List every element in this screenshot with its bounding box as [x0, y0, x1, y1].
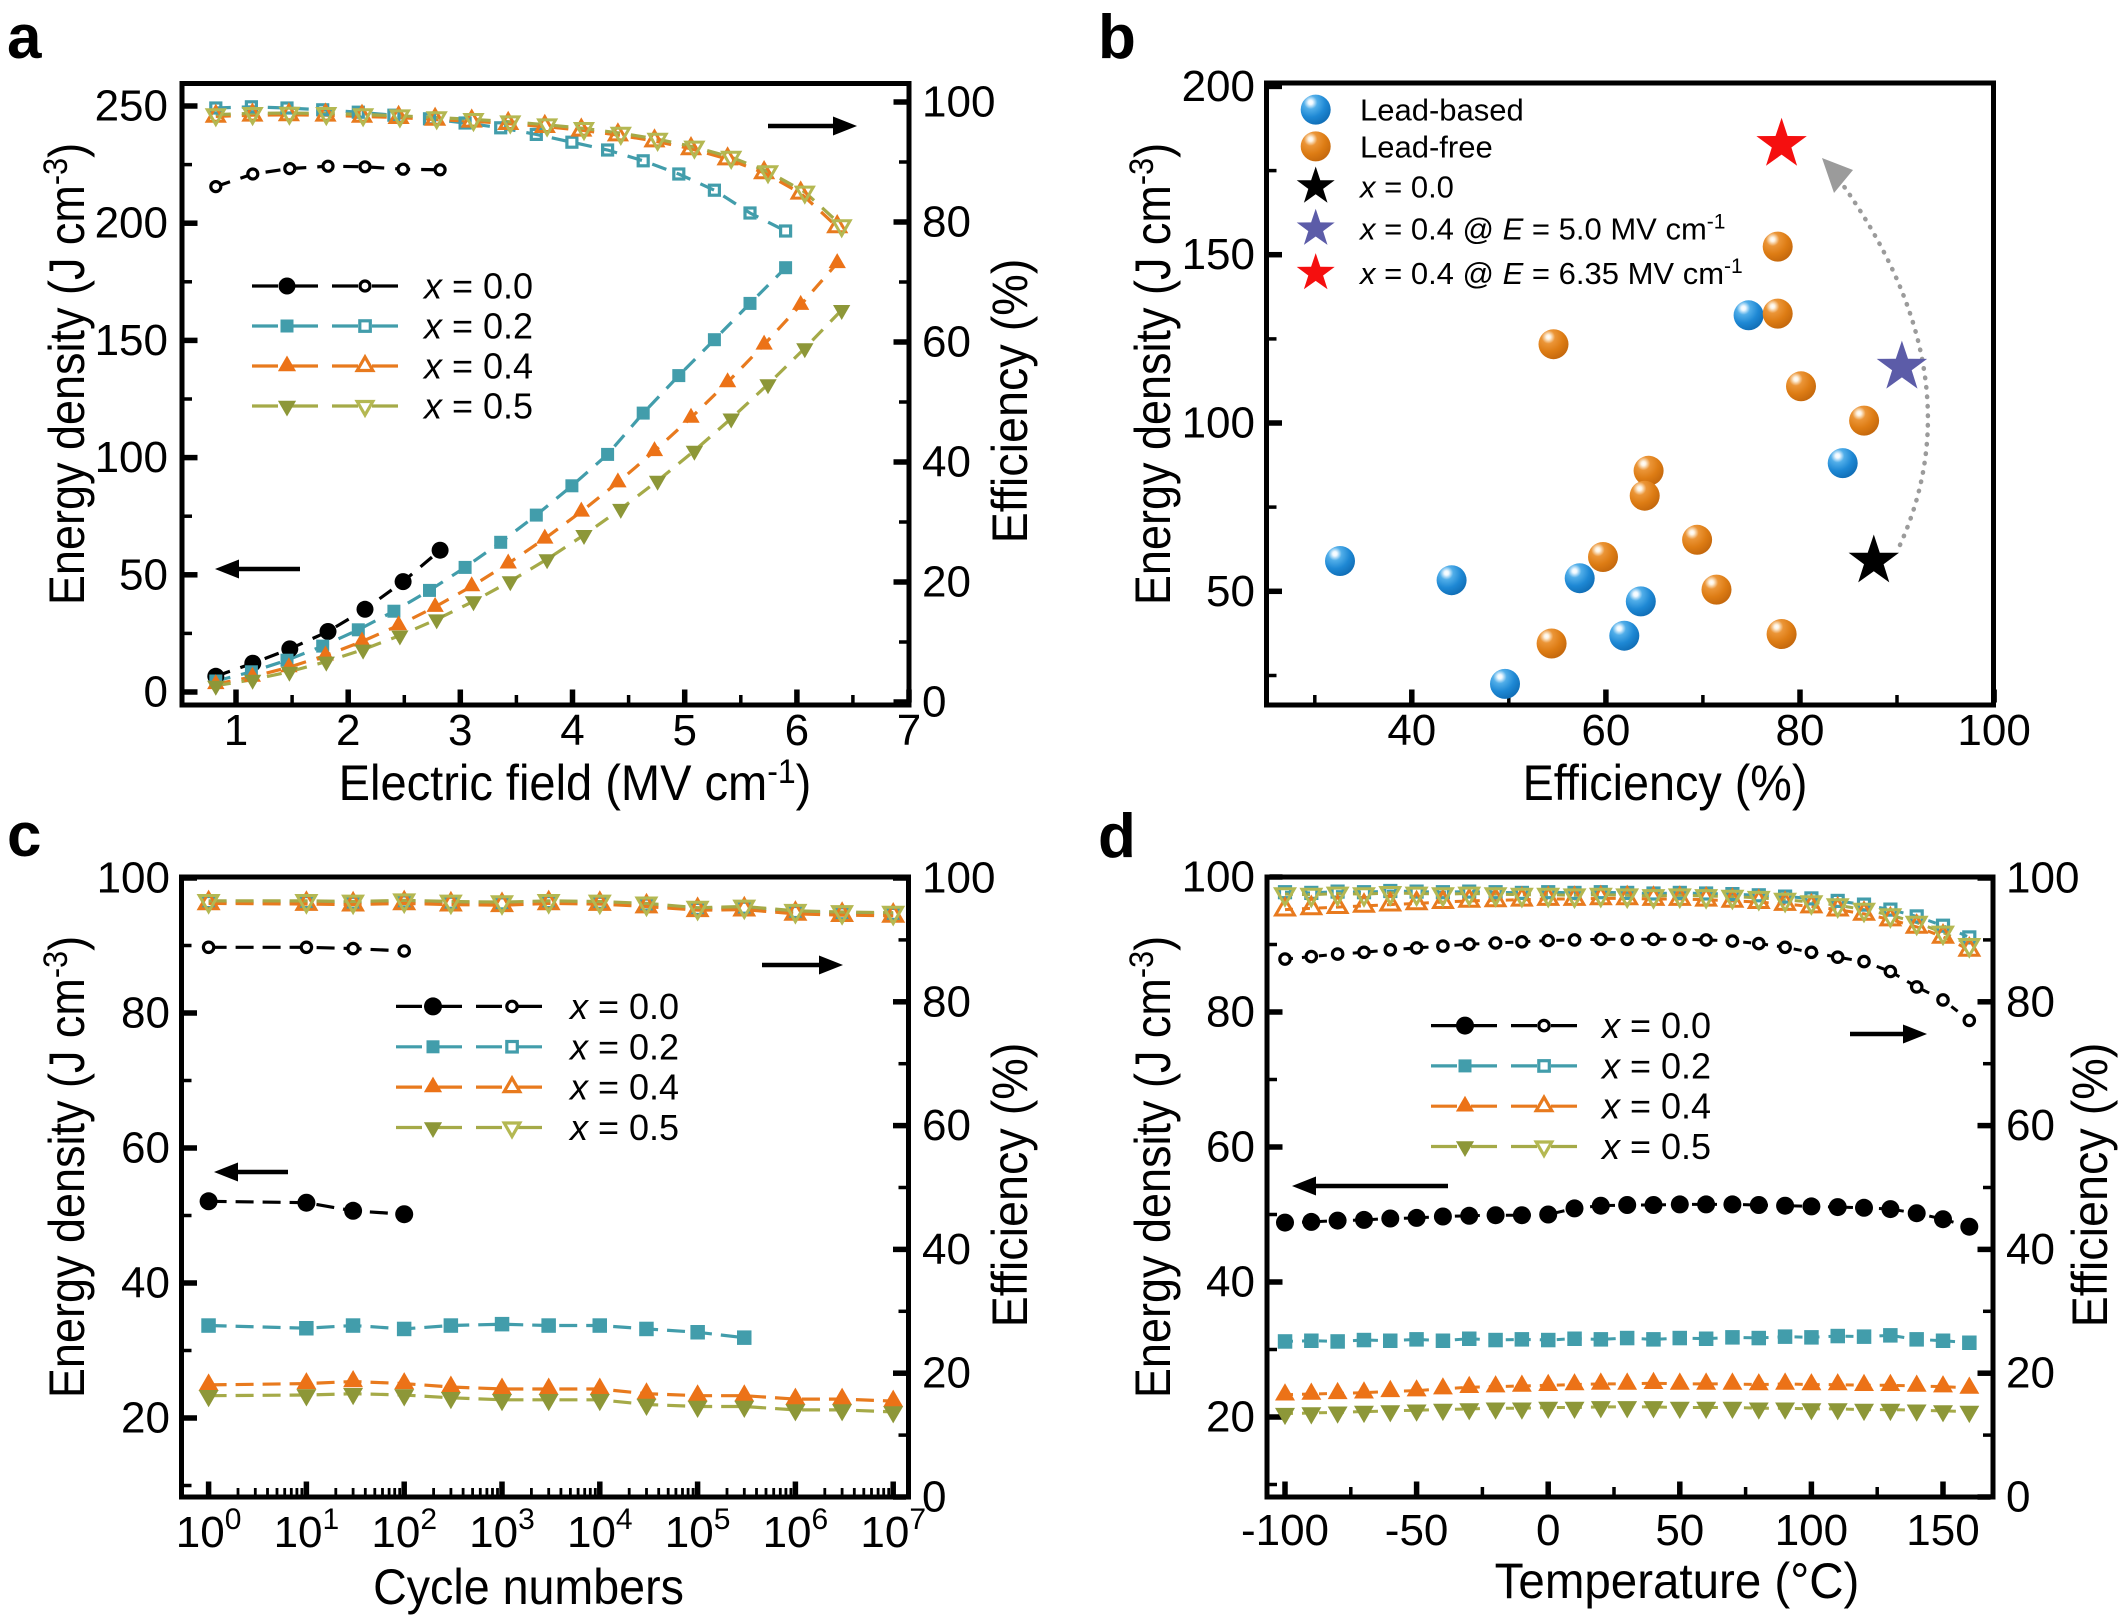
svg-text:100: 100 — [2006, 854, 2079, 903]
svg-text:60: 60 — [1206, 1123, 1255, 1172]
svg-text:c: c — [7, 801, 41, 870]
svg-text:x = 0.0: x = 0.0 — [568, 986, 679, 1027]
svg-text:60: 60 — [121, 1124, 170, 1173]
svg-text:20: 20 — [922, 558, 971, 607]
svg-text:200: 200 — [1182, 62, 1255, 111]
svg-text:5: 5 — [672, 706, 696, 755]
svg-text:Energy density (J cm-3): Energy density (J cm-3) — [1123, 143, 1182, 605]
svg-text:150: 150 — [1182, 230, 1255, 279]
svg-text:100: 100 — [1182, 399, 1255, 448]
svg-text:Energy density (J cm-3): Energy density (J cm-3) — [1123, 936, 1182, 1398]
svg-text:0: 0 — [1536, 1506, 1560, 1555]
svg-text:x = 0.5: x = 0.5 — [568, 1107, 679, 1148]
svg-text:x = 0.5: x = 0.5 — [1600, 1126, 1711, 1167]
svg-text:20: 20 — [121, 1394, 170, 1443]
svg-text:150: 150 — [1906, 1506, 1979, 1555]
svg-text:x = 0.4: x = 0.4 — [1600, 1086, 1711, 1127]
svg-text:0: 0 — [922, 1473, 946, 1522]
svg-text:0: 0 — [922, 678, 946, 727]
svg-text:Efficiency (%): Efficiency (%) — [983, 259, 1039, 544]
svg-text:100: 100 — [922, 854, 995, 903]
svg-text:100: 100 — [1775, 1506, 1848, 1555]
svg-text:Lead-based: Lead-based — [1360, 93, 1524, 128]
svg-text:40: 40 — [922, 438, 971, 487]
svg-text:20: 20 — [1206, 1393, 1255, 1442]
svg-text:a: a — [7, 3, 42, 72]
svg-text:40: 40 — [2006, 1225, 2055, 1274]
svg-text:250: 250 — [95, 82, 168, 131]
svg-text:100: 100 — [176, 1503, 242, 1557]
svg-text:x = 0.0: x = 0.0 — [1358, 170, 1454, 205]
svg-text:80: 80 — [1206, 988, 1255, 1037]
svg-text:4: 4 — [560, 706, 584, 755]
svg-text:7: 7 — [897, 706, 921, 755]
svg-text:d: d — [1098, 802, 1136, 871]
svg-text:50: 50 — [119, 550, 168, 599]
svg-text:6: 6 — [785, 706, 809, 755]
svg-text:100: 100 — [97, 854, 170, 903]
svg-text:x = 0.2: x = 0.2 — [568, 1026, 679, 1067]
svg-text:60: 60 — [922, 318, 971, 367]
svg-text:b: b — [1098, 3, 1136, 72]
svg-text:40: 40 — [1387, 706, 1436, 755]
svg-text:80: 80 — [922, 198, 971, 247]
svg-text:0: 0 — [2006, 1473, 2030, 1522]
svg-text:100: 100 — [95, 433, 168, 482]
svg-text:x = 0.5: x = 0.5 — [422, 386, 533, 427]
svg-text:Efficiency (%): Efficiency (%) — [2063, 1043, 2119, 1328]
svg-text:Lead-free: Lead-free — [1360, 129, 1493, 164]
svg-text:Efficiency (%): Efficiency (%) — [983, 1043, 1039, 1328]
svg-text:Electric field (MV cm-1): Electric field (MV cm-1) — [339, 752, 812, 811]
svg-text:60: 60 — [922, 1101, 971, 1150]
svg-text:x = 0.2: x = 0.2 — [1600, 1045, 1711, 1086]
svg-text:50: 50 — [1206, 567, 1255, 616]
svg-text:x = 0.2: x = 0.2 — [422, 306, 533, 347]
svg-text:Energy density (J cm-3): Energy density (J cm-3) — [37, 936, 96, 1398]
svg-text:0: 0 — [144, 668, 168, 717]
svg-text:x = 0.0: x = 0.0 — [1600, 1005, 1711, 1046]
svg-text:80: 80 — [1776, 706, 1825, 755]
svg-text:60: 60 — [2006, 1101, 2055, 1150]
svg-text:40: 40 — [1206, 1258, 1255, 1307]
svg-text:20: 20 — [922, 1349, 971, 1398]
svg-text:60: 60 — [1581, 706, 1630, 755]
svg-text:Cycle numbers: Cycle numbers — [373, 1560, 684, 1616]
svg-text:Energy density (J cm-3): Energy density (J cm-3) — [37, 143, 96, 605]
svg-text:3: 3 — [448, 706, 472, 755]
svg-text:20: 20 — [2006, 1349, 2055, 1398]
svg-text:-100: -100 — [1241, 1506, 1329, 1555]
svg-text:1: 1 — [224, 706, 248, 755]
svg-text:150: 150 — [95, 316, 168, 365]
svg-text:x = 0.0: x = 0.0 — [422, 266, 533, 307]
svg-text:100: 100 — [1957, 706, 2030, 755]
svg-text:80: 80 — [922, 977, 971, 1026]
svg-text:-50: -50 — [1385, 1506, 1449, 1555]
svg-text:80: 80 — [121, 989, 170, 1038]
svg-text:x = 0.4: x = 0.4 — [422, 346, 533, 387]
svg-text:2: 2 — [336, 706, 360, 755]
svg-text:80: 80 — [2006, 977, 2055, 1026]
svg-text:x = 0.4 @ E = 6.35 MV cm-1: x = 0.4 @ E = 6.35 MV cm-1 — [1358, 255, 1743, 291]
svg-text:50: 50 — [1655, 1506, 1704, 1555]
svg-text:40: 40 — [922, 1225, 971, 1274]
svg-text:x = 0.4 @ E = 5.0 MV cm-1: x = 0.4 @ E = 5.0 MV cm-1 — [1358, 211, 1725, 247]
svg-text:100: 100 — [922, 78, 995, 127]
svg-text:Temperature (°C): Temperature (°C) — [1495, 1554, 1860, 1609]
svg-text:100: 100 — [1182, 853, 1255, 902]
svg-text:x = 0.4: x = 0.4 — [568, 1067, 679, 1108]
svg-text:40: 40 — [121, 1259, 170, 1308]
svg-text:200: 200 — [95, 199, 168, 248]
svg-text:Efficiency (%): Efficiency (%) — [1523, 756, 1808, 812]
